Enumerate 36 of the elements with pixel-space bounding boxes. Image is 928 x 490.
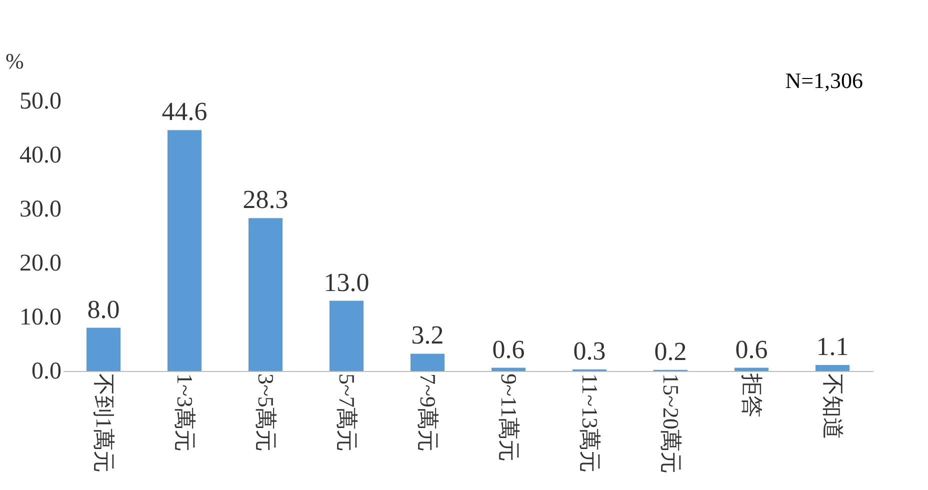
x-tick-label: 不知道	[820, 374, 846, 440]
x-tick-label: 7~9萬元	[416, 374, 440, 452]
data-label: 0.6	[735, 334, 768, 364]
bar	[168, 130, 202, 371]
bar	[410, 354, 444, 371]
y-tick-label: 50.0	[20, 88, 62, 114]
data-label: 1.1	[816, 332, 849, 362]
x-tick-label: 9~11萬元	[496, 374, 522, 462]
x-tick-label: 5~7萬元	[334, 374, 360, 452]
data-label: 28.3	[242, 185, 288, 214]
data-label: 0.6	[492, 334, 525, 364]
bar	[816, 365, 850, 371]
x-tick-label: 拒答	[740, 372, 764, 418]
x-tick-label: 11~13萬元	[578, 374, 602, 473]
y-tick-label: 0.0	[32, 358, 62, 384]
data-label: 0.2	[654, 336, 687, 366]
y-tick-label: 40.0	[20, 142, 62, 168]
y-tick-label: 20.0	[20, 250, 62, 276]
text: N=1,306	[785, 68, 863, 93]
data-label: 0.3	[573, 336, 606, 366]
x-tick-label: 不到1萬元	[92, 374, 116, 472]
bar	[734, 368, 768, 371]
bar	[492, 368, 526, 371]
x-tick-label: 15~20萬元	[658, 374, 684, 474]
data-label: 3.2	[411, 320, 444, 350]
y-tick-label: 30.0	[20, 196, 62, 222]
bar	[86, 328, 120, 371]
y-tick-label: 10.0	[20, 304, 62, 330]
bar	[330, 300, 364, 371]
x-tick-label: 1~3萬元	[172, 374, 198, 452]
y-axis-title: %	[6, 48, 24, 74]
data-label: 8.0	[87, 294, 120, 324]
data-label: 13.0	[324, 268, 370, 297]
data-label: 44.6	[162, 97, 208, 126]
bar	[248, 218, 282, 371]
x-tick-label: 3~5萬元	[254, 374, 278, 452]
